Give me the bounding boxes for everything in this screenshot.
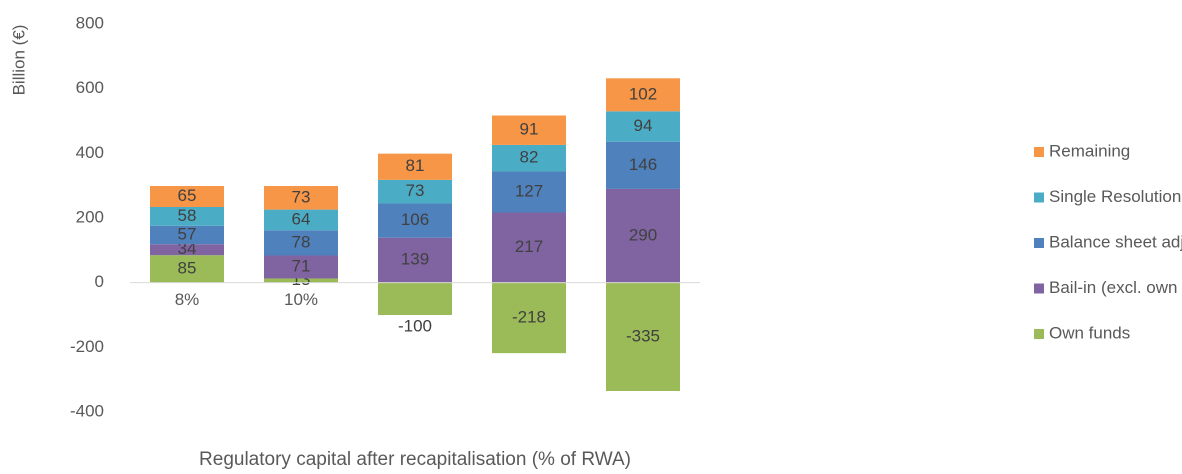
y-tick-label: -400	[70, 401, 104, 420]
bar-segment	[150, 255, 224, 283]
legend-label: Balance sheet adjustments	[1049, 232, 1182, 251]
bar-segment	[606, 111, 680, 142]
bar-segment	[150, 185, 224, 208]
bar-segment	[492, 212, 566, 283]
legend-swatch	[1034, 283, 1044, 294]
data-label: 73	[292, 187, 311, 206]
bar-segment	[264, 230, 338, 256]
data-label: 81	[406, 156, 425, 175]
y-tick-label: -200	[70, 337, 104, 356]
legend-swatch	[1034, 192, 1044, 203]
bar-segment	[606, 141, 680, 189]
bar-segment	[492, 115, 566, 145]
data-label: 102	[629, 84, 657, 103]
bar-segment	[264, 185, 338, 210]
y-tick-label: 200	[76, 207, 104, 226]
data-label: 146	[629, 155, 657, 174]
data-label: 217	[515, 237, 543, 256]
y-tick-label: 600	[76, 78, 104, 97]
data-label: 78	[292, 232, 311, 251]
bar-segment	[492, 144, 566, 172]
bar-segment	[264, 209, 338, 231]
data-label: 58	[178, 206, 197, 225]
data-label: 106	[401, 210, 429, 229]
y-tick-label: 800	[76, 13, 104, 32]
data-label: 127	[515, 181, 543, 200]
data-label: 57	[178, 224, 197, 243]
legend-label: Bail-in (excl. own funds)	[1049, 278, 1182, 297]
data-label: 91	[520, 120, 539, 139]
data-label: -335	[626, 326, 660, 345]
x-tick-label: 8%	[175, 290, 200, 309]
legend-swatch	[1034, 238, 1044, 248]
bar-segment	[150, 225, 224, 245]
bar-segment	[150, 244, 224, 256]
bar-segment	[264, 278, 338, 283]
y-tick-label: 400	[76, 143, 104, 162]
bar-segment	[378, 153, 452, 180]
data-label: 94	[634, 116, 653, 135]
x-axis-title: Regulatory capital after recapitalisatio…	[199, 449, 631, 470]
data-label: 73	[406, 181, 425, 200]
bar-segment	[378, 237, 452, 283]
legend-label: Single Resolution Fund	[1049, 187, 1182, 206]
bar-segment	[492, 171, 566, 213]
data-label: 139	[401, 250, 429, 269]
data-label: 290	[629, 225, 657, 244]
bar-segment	[150, 207, 224, 226]
bar-segment	[378, 282, 452, 315]
bar-segment	[606, 188, 680, 283]
data-label: 71	[292, 256, 311, 275]
data-label: 82	[520, 148, 539, 167]
bar-segment	[606, 78, 680, 112]
bar-segment	[378, 179, 452, 204]
bar-segment	[606, 282, 680, 391]
data-label: -218	[512, 307, 546, 326]
bar-segment	[264, 255, 338, 279]
data-label: 64	[292, 209, 311, 228]
legend-label: Own funds	[1049, 323, 1130, 342]
data-label: 65	[178, 186, 197, 205]
legend-swatch	[1034, 329, 1044, 339]
data-label: -100	[398, 316, 432, 335]
legend-swatch	[1034, 147, 1044, 157]
bar-segment	[492, 282, 566, 354]
y-axis-title: Billion (€)	[9, 25, 28, 96]
legend-label: Remaining	[1049, 141, 1130, 160]
y-tick-label: 0	[95, 272, 104, 291]
data-label: 85	[178, 258, 197, 277]
bar-segment	[378, 203, 452, 238]
x-tick-label: 10%	[284, 290, 318, 309]
